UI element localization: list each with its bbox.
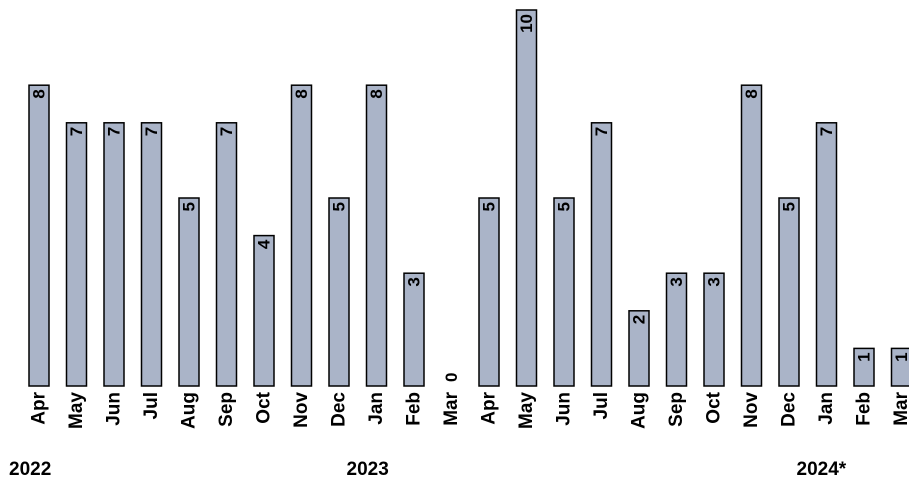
- value-label-12: 5: [480, 202, 499, 211]
- x-tick-apr-0: Apr: [29, 391, 50, 424]
- value-label-20: 5: [780, 202, 799, 211]
- value-label-22: 1: [855, 352, 874, 361]
- value-label-15: 7: [592, 127, 611, 136]
- value-label-11: 0: [442, 373, 461, 382]
- value-label-18: 3: [705, 277, 724, 286]
- bar-sep-5: [215, 122, 238, 387]
- bar-jul-15: [590, 122, 613, 387]
- bar-feb-22: [853, 347, 875, 387]
- value-label-23: 1: [892, 352, 909, 361]
- bar-apr-12: [478, 197, 500, 387]
- bar-may-1: [65, 122, 88, 387]
- x-tick-jan-21: Jan: [816, 392, 837, 425]
- x-tick-aug-16: Aug: [629, 392, 650, 429]
- year-label-1: 2023: [347, 459, 389, 480]
- value-label-9: 8: [367, 89, 386, 98]
- x-tick-apr-12: Apr: [479, 391, 500, 424]
- bar-jul-3: [140, 122, 163, 387]
- value-label-7: 8: [292, 89, 311, 98]
- x-tick-feb-10: Feb: [404, 392, 425, 426]
- bar-may-13: [515, 9, 538, 387]
- bar-sep-17: [665, 272, 688, 387]
- value-label-5: 7: [217, 127, 236, 136]
- value-label-1: 7: [67, 127, 86, 136]
- x-tick-nov-7: Nov: [291, 392, 312, 428]
- bar-nov-7: [290, 84, 313, 387]
- x-tick-feb-22: Feb: [854, 392, 875, 426]
- value-label-19: 8: [742, 89, 761, 98]
- x-tick-oct-18: Oct: [704, 391, 725, 423]
- value-label-14: 5: [555, 202, 574, 211]
- x-tick-may-1: May: [66, 392, 87, 429]
- bar-oct-6: [253, 234, 275, 387]
- bar-feb-10: [403, 272, 425, 387]
- bar-jan-21: [815, 122, 838, 387]
- x-tick-may-13: May: [516, 392, 537, 429]
- x-tick-jun-14: Jun: [554, 392, 575, 426]
- x-tick-jun-2: Jun: [104, 392, 125, 426]
- x-tick-dec-20: Dec: [779, 392, 800, 427]
- value-label-16: 2: [630, 315, 649, 324]
- x-tick-jan-9: Jan: [366, 392, 387, 425]
- x-tick-nov-19: Nov: [741, 392, 762, 428]
- bar-aug-4: [178, 197, 200, 387]
- x-tick-aug-4: Aug: [179, 392, 200, 429]
- value-label-10: 3: [405, 277, 424, 286]
- x-tick-dec-8: Dec: [329, 392, 350, 427]
- value-label-21: 7: [817, 127, 836, 136]
- year-label-0: 2022: [9, 459, 51, 480]
- value-label-0: 8: [30, 89, 49, 98]
- bar-dec-20: [778, 197, 800, 387]
- bar-apr-0: [28, 84, 50, 387]
- x-tick-sep-5: Sep: [216, 392, 237, 427]
- bar-jun-14: [553, 197, 575, 387]
- value-label-13: 10: [517, 14, 536, 33]
- x-tick-jul-15: Jul: [591, 392, 612, 419]
- bar-nov-19: [740, 84, 763, 387]
- x-tick-jul-3: Jul: [141, 392, 162, 419]
- x-tick-mar-23: Mar: [891, 391, 909, 425]
- bar-mar-23: [890, 347, 909, 387]
- bar-dec-8: [328, 197, 350, 387]
- bar-aug-16: [628, 310, 650, 387]
- x-tick-sep-17: Sep: [666, 392, 687, 427]
- value-label-17: 3: [667, 277, 686, 286]
- bar-jan-9: [365, 84, 388, 387]
- year-label-2: 2024*: [797, 459, 847, 480]
- value-label-2: 7: [105, 127, 124, 136]
- x-tick-mar-11: Mar: [441, 391, 462, 425]
- value-label-3: 7: [142, 127, 161, 136]
- value-label-8: 5: [330, 202, 349, 211]
- value-label-4: 5: [180, 202, 199, 211]
- x-tick-oct-6: Oct: [254, 391, 275, 423]
- bar-oct-18: [703, 272, 725, 387]
- value-label-6: 4: [255, 239, 274, 249]
- bar-jun-2: [103, 122, 125, 387]
